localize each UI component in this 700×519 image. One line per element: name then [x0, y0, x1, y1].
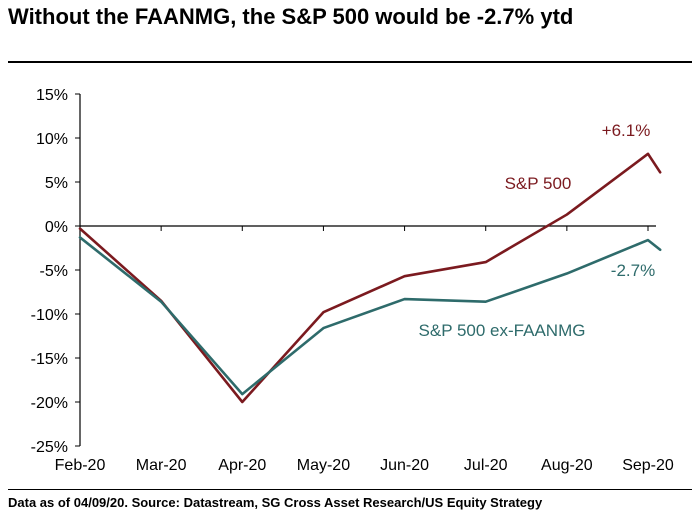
x-tick-label: Jul-20	[464, 457, 508, 474]
series-line	[78, 236, 662, 396]
x-tick-label: Jun-20	[380, 457, 429, 474]
end-value-label: +6.1%	[602, 121, 651, 140]
end-value-label: -2.7%	[611, 261, 655, 280]
x-tick-label: May-20	[297, 457, 350, 474]
x-tick-label: Sep-20	[622, 457, 674, 474]
x-tick-label: Mar-20	[136, 457, 187, 474]
source-note: Data as of 04/09/20. Source: Datastream,…	[8, 495, 543, 510]
y-tick-label: -5%	[40, 263, 68, 280]
series-line	[78, 152, 662, 404]
footer-divider	[8, 489, 692, 490]
y-tick-label: -25%	[31, 439, 68, 456]
x-tick-label: Feb-20	[55, 457, 106, 474]
y-tick-label: -20%	[31, 395, 68, 412]
y-tick-label: 0%	[45, 219, 68, 236]
series-label: S&P 500 ex-FAANMG	[419, 321, 586, 340]
x-tick-label: Apr-20	[218, 457, 266, 474]
y-tick-label: 15%	[36, 87, 68, 104]
y-tick-label: -10%	[31, 307, 68, 324]
title-divider	[8, 61, 692, 63]
y-tick-label: 10%	[36, 131, 68, 148]
series-label: S&P 500	[505, 174, 572, 193]
y-tick-label: -15%	[31, 351, 68, 368]
y-tick-label: 5%	[45, 175, 68, 192]
chart-title: Without the FAANMG, the S&P 500 would be…	[8, 4, 574, 29]
x-tick-label: Aug-20	[541, 457, 593, 474]
